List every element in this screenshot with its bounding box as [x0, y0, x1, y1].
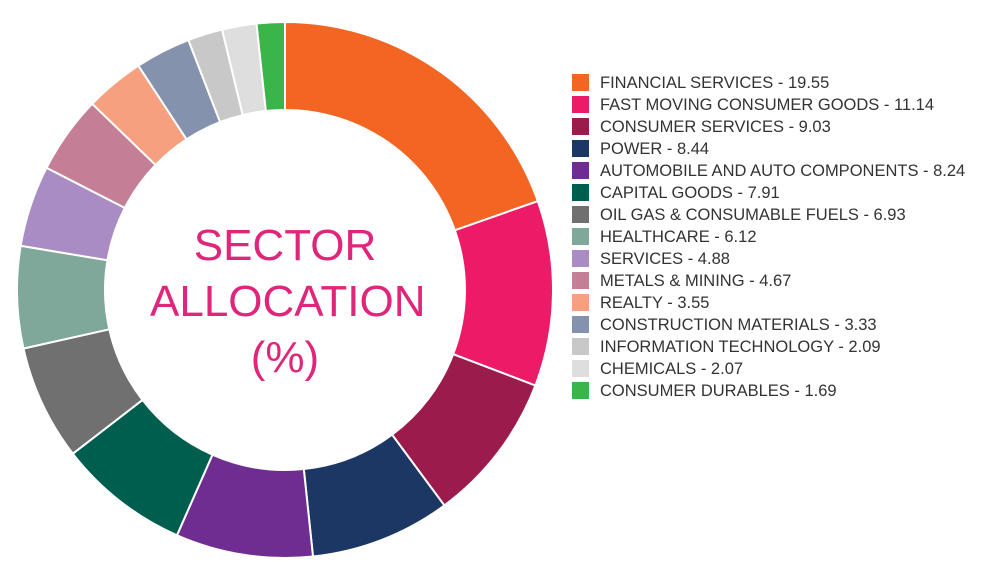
legend-label: CHEMICALS - 2.07 [600, 360, 744, 378]
legend-swatch [572, 96, 589, 113]
legend-swatch [572, 338, 589, 355]
legend-swatch [572, 140, 589, 157]
legend-label: INFORMATION TECHNOLOGY - 2.09 [600, 338, 881, 356]
legend-label: METALS & MINING - 4.67 [600, 272, 792, 290]
legend-swatch [572, 228, 589, 245]
legend-label: POWER - 8.44 [600, 140, 710, 158]
legend-item: AUTOMOBILE AND AUTO COMPONENTS - 8.24 [572, 160, 972, 182]
legend-item: REALTY - 3.55 [572, 292, 972, 314]
legend-label: AUTOMOBILE AND AUTO COMPONENTS - 8.24 [600, 162, 966, 180]
legend-swatch [572, 294, 589, 311]
legend-label: FINANCIAL SERVICES - 19.55 [600, 74, 830, 92]
legend-swatch [572, 118, 589, 135]
donut-slice [16, 244, 111, 350]
donut-slice [284, 20, 540, 232]
legend-item: FAST MOVING CONSUMER GOODS - 11.14 [572, 94, 972, 116]
legend-swatch [572, 316, 589, 333]
legend-item: OIL GAS & CONSUMABLE FUELS - 6.93 [572, 204, 972, 226]
donut-slice [451, 199, 554, 387]
legend-item: METALS & MINING - 4.67 [572, 270, 972, 292]
legend-item: CAPITAL GOODS - 7.91 [572, 182, 972, 204]
legend-label: OIL GAS & CONSUMABLE FUELS - 6.93 [600, 206, 906, 224]
legend-item: CONSUMER SERVICES - 9.03 [572, 116, 972, 138]
legend-label: SERVICES - 4.88 [600, 250, 730, 268]
legend-label: HEALTHCARE - 6.12 [600, 228, 757, 246]
donut-slice [255, 20, 286, 113]
legend-label: CONSUMER SERVICES - 9.03 [600, 118, 831, 136]
legend-swatch [572, 250, 589, 267]
legend-label: CAPITAL GOODS - 7.91 [600, 184, 780, 202]
legend-swatch [572, 272, 589, 289]
legend-item: CONSUMER DURABLES - 1.69 [572, 380, 972, 402]
legend-item: SERVICES - 4.88 [572, 248, 972, 270]
chart-title: SECTOR ALLOCATION (%) [150, 221, 426, 382]
legend-swatch [572, 382, 589, 399]
legend-item: FINANCIAL SERVICES - 19.55 [572, 72, 972, 94]
legend-label: REALTY - 3.55 [600, 294, 710, 312]
legend-swatch [572, 74, 589, 91]
legend: FINANCIAL SERVICES - 19.55 FAST MOVING CO… [572, 72, 972, 402]
legend-label: CONSUMER DURABLES - 1.69 [600, 382, 837, 400]
legend-swatch [572, 162, 589, 179]
legend-swatch [572, 206, 589, 223]
legend-item: HEALTHCARE - 6.12 [572, 226, 972, 248]
legend-label: FAST MOVING CONSUMER GOODS - 11.14 [600, 96, 935, 114]
legend-label: CONSTRUCTION MATERIALS - 3.33 [600, 316, 877, 334]
legend-item: POWER - 8.44 [572, 138, 972, 160]
legend-item: CONSTRUCTION MATERIALS - 3.33 [572, 314, 972, 336]
legend-item: CHEMICALS - 2.07 [572, 358, 972, 380]
legend-swatch [572, 360, 589, 377]
legend-item: INFORMATION TECHNOLOGY - 2.09 [572, 336, 972, 358]
legend-swatch [572, 184, 589, 201]
